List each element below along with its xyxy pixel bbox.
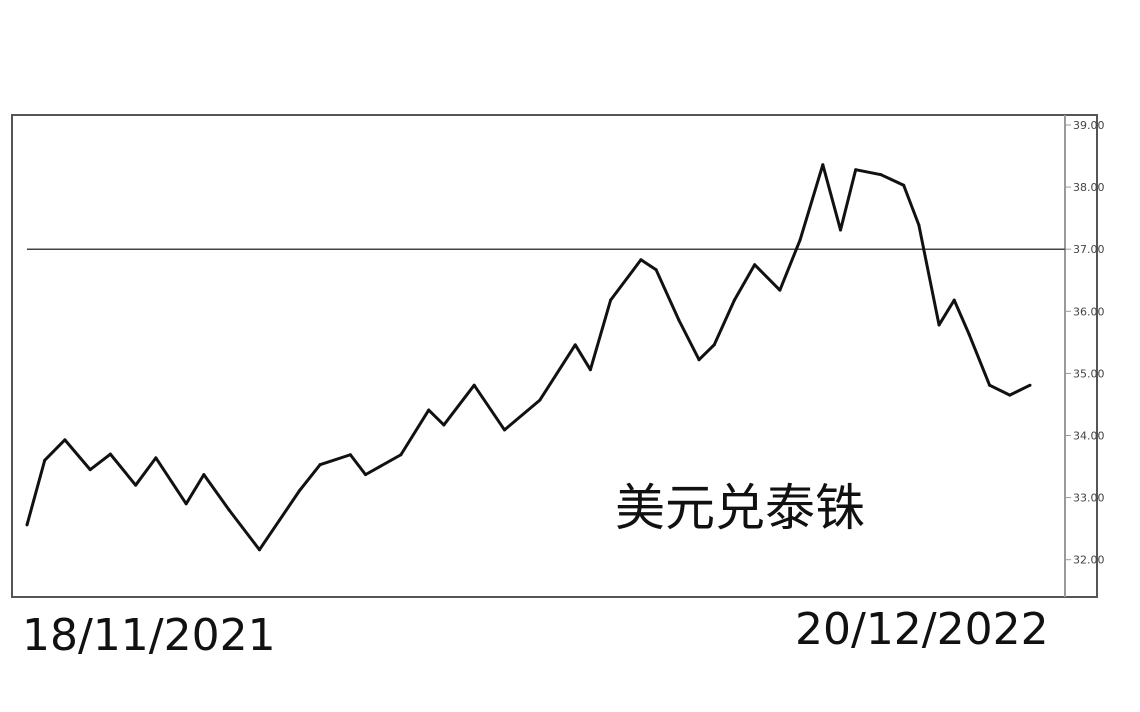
data-point bbox=[399, 453, 403, 457]
data-point bbox=[677, 318, 681, 322]
data-point bbox=[1028, 383, 1032, 387]
data-point bbox=[778, 288, 782, 292]
data-point bbox=[609, 298, 613, 302]
chart-annotation: 美元兑泰铢 bbox=[615, 479, 865, 537]
data-point bbox=[25, 523, 29, 527]
y-tick-label: 34.00 bbox=[1073, 430, 1105, 443]
data-point bbox=[202, 473, 206, 477]
y-tick-label: 33.00 bbox=[1073, 492, 1105, 505]
data-point bbox=[154, 456, 158, 460]
data-point bbox=[937, 323, 941, 327]
x-end-label: 20/12/2022 bbox=[795, 604, 1049, 655]
data-point bbox=[821, 163, 825, 167]
data-point bbox=[573, 343, 577, 347]
data-point bbox=[952, 298, 956, 302]
data-point bbox=[712, 343, 716, 347]
data-point bbox=[298, 488, 302, 492]
data-points bbox=[25, 163, 1032, 552]
y-tick-label: 37.00 bbox=[1073, 243, 1105, 256]
data-point bbox=[257, 548, 261, 552]
data-point bbox=[442, 423, 446, 427]
data-point bbox=[88, 468, 92, 472]
data-point bbox=[879, 173, 883, 177]
y-tick-label: 35.00 bbox=[1073, 367, 1105, 380]
data-point bbox=[654, 268, 658, 272]
y-axis: 32.00 33.00 34.00 35.00 36.00 37.00 38.00 39.00 bbox=[1065, 119, 1105, 567]
data-point bbox=[988, 383, 992, 387]
data-point bbox=[917, 223, 921, 227]
data-point bbox=[364, 473, 368, 477]
data-point bbox=[967, 333, 971, 337]
data-point bbox=[63, 438, 67, 442]
data-point bbox=[753, 263, 757, 267]
data-point bbox=[538, 398, 542, 402]
data-point bbox=[43, 458, 47, 462]
data-point bbox=[134, 483, 138, 487]
series-line bbox=[25, 163, 1031, 552]
data-point bbox=[902, 183, 906, 187]
data-point bbox=[278, 518, 282, 522]
data-point bbox=[227, 508, 231, 512]
data-point bbox=[318, 463, 322, 467]
data-point bbox=[1008, 393, 1012, 397]
data-point bbox=[839, 228, 843, 232]
data-point bbox=[697, 358, 701, 362]
y-tick-label: 39.00 bbox=[1073, 119, 1105, 132]
data-point bbox=[348, 453, 352, 457]
data-point bbox=[854, 168, 858, 172]
data-point bbox=[639, 258, 643, 262]
data-point bbox=[427, 408, 431, 412]
data-point bbox=[472, 383, 476, 387]
data-point bbox=[732, 298, 736, 302]
y-tick-label: 36.00 bbox=[1073, 305, 1105, 318]
data-point bbox=[588, 368, 592, 372]
data-point bbox=[502, 428, 506, 432]
y-tick-label: 32.00 bbox=[1073, 554, 1105, 567]
data-point bbox=[108, 452, 112, 456]
plot-frame bbox=[11, 114, 1098, 598]
data-point bbox=[798, 238, 802, 242]
x-start-label: 18/11/2021 bbox=[22, 610, 276, 661]
y-tick-label: 38.00 bbox=[1073, 181, 1105, 194]
data-point bbox=[184, 502, 188, 506]
